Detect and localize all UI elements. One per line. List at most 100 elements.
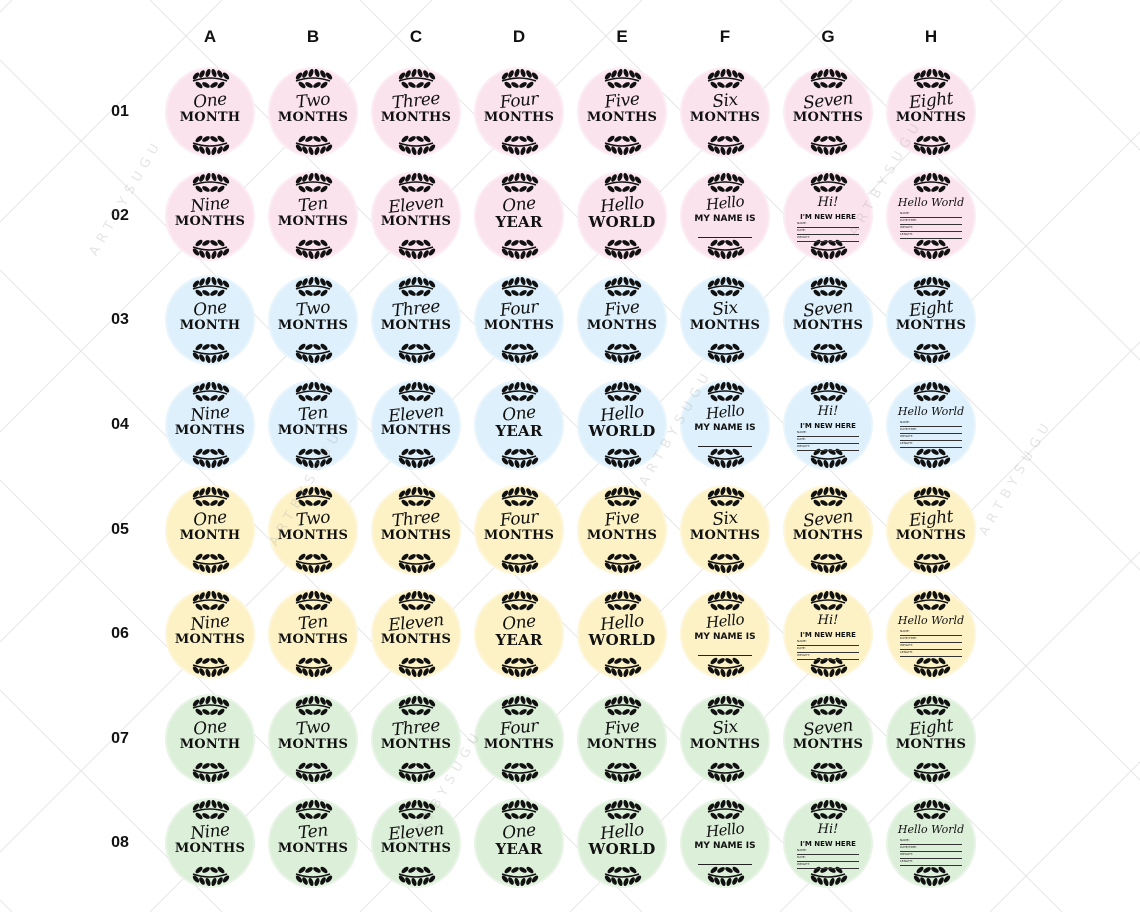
leaf-wreath-icon xyxy=(707,799,745,887)
row-header: 04 xyxy=(111,416,129,433)
leaf-wreath-icon xyxy=(604,590,642,678)
milestone-sticker[interactable]: Hello World NAME: DATE/TIME: WEIGHT: LENGTH: xyxy=(886,171,976,261)
leaf-wreath-icon xyxy=(192,172,230,260)
milestone-sticker[interactable]: Three MONTHS xyxy=(371,485,461,575)
form-line: NAME: xyxy=(797,430,859,437)
milestone-sticker[interactable]: Eleven MONTHS xyxy=(371,380,461,470)
milestone-sticker[interactable]: Five MONTHS xyxy=(577,694,667,784)
milestone-sticker[interactable]: One MONTH xyxy=(165,694,255,784)
bg-line xyxy=(989,0,1140,151)
milestone-sticker[interactable]: Hello World NAME: DATE/TIME: WEIGHT: LENGTH: xyxy=(886,589,976,679)
milestone-sticker[interactable]: Eight MONTHS xyxy=(886,694,976,784)
milestone-sticker[interactable]: Hello MY NAME IS xyxy=(680,380,770,470)
leaf-wreath-icon xyxy=(295,276,333,364)
milestone-sticker[interactable]: Nine MONTHS xyxy=(165,171,255,261)
sticker-bold-text: MY NAME IS xyxy=(694,423,756,433)
form-line: LENGTH: xyxy=(900,232,962,239)
milestone-sticker[interactable]: Eight MONTHS xyxy=(886,67,976,157)
sticker-bold-text: MONTHS xyxy=(689,318,761,333)
milestone-sticker[interactable]: Hi! I'M NEW HERE NAME: DATE: WEIGHT: xyxy=(783,380,873,470)
milestone-sticker[interactable]: Five MONTHS xyxy=(577,275,667,365)
milestone-sticker[interactable]: One YEAR xyxy=(474,171,564,261)
milestone-sticker[interactable]: Six MONTHS xyxy=(680,485,770,575)
sticker-bold-text: MONTHS xyxy=(483,318,555,333)
row-header: 03 xyxy=(111,311,129,328)
milestone-sticker[interactable]: Six MONTHS xyxy=(680,694,770,784)
milestone-sticker[interactable]: Seven MONTHS xyxy=(783,694,873,784)
sticker-bold-text: MONTHS xyxy=(483,737,555,752)
leaf-wreath-icon xyxy=(810,381,848,469)
milestone-sticker[interactable]: Six MONTHS xyxy=(680,67,770,157)
bg-line xyxy=(0,0,13,13)
sticker-bold-text: MONTHS xyxy=(277,841,349,856)
milestone-sticker[interactable]: Nine MONTHS xyxy=(165,589,255,679)
milestone-sticker[interactable]: Four MONTHS xyxy=(474,485,564,575)
milestone-sticker[interactable]: Nine MONTHS xyxy=(165,798,255,888)
sticker-bold-text: WORLD xyxy=(588,213,656,231)
leaf-wreath-icon xyxy=(192,695,230,783)
milestone-sticker[interactable]: Three MONTHS xyxy=(371,275,461,365)
milestone-sticker[interactable]: Hello WORLD xyxy=(577,589,667,679)
milestone-sticker[interactable]: Ten MONTHS xyxy=(268,380,358,470)
milestone-sticker[interactable]: One YEAR xyxy=(474,380,564,470)
milestone-sticker[interactable]: Five MONTHS xyxy=(577,485,667,575)
form-line: NAME: xyxy=(900,629,962,636)
milestone-sticker[interactable]: One MONTH xyxy=(165,275,255,365)
form-line: WEIGHT: xyxy=(900,643,962,650)
sticker-bold-text: MONTHS xyxy=(792,110,864,125)
milestone-sticker[interactable]: Hi! I'M NEW HERE NAME: DATE: WEIGHT: xyxy=(783,798,873,888)
milestone-sticker[interactable]: Hello World NAME: DATE/TIME: WEIGHT: LENGTH: xyxy=(886,798,976,888)
milestone-sticker[interactable]: Ten MONTHS xyxy=(268,589,358,679)
milestone-sticker[interactable]: One YEAR xyxy=(474,798,564,888)
milestone-sticker[interactable]: Eleven MONTHS xyxy=(371,798,461,888)
milestone-sticker[interactable]: Nine MONTHS xyxy=(165,380,255,470)
milestone-sticker[interactable]: Hello MY NAME IS xyxy=(680,589,770,679)
leaf-wreath-icon xyxy=(810,172,848,260)
bg-line xyxy=(0,0,223,223)
milestone-sticker[interactable]: Hi! I'M NEW HERE NAME: DATE: WEIGHT: xyxy=(783,171,873,261)
leaf-wreath-icon xyxy=(604,68,642,156)
milestone-sticker[interactable]: Two MONTHS xyxy=(268,694,358,784)
name-write-line xyxy=(698,655,752,656)
milestone-sticker[interactable]: Eleven MONTHS xyxy=(371,171,461,261)
milestone-sticker[interactable]: Hello WORLD xyxy=(577,171,667,261)
milestone-sticker[interactable]: Ten MONTHS xyxy=(268,171,358,261)
milestone-sticker[interactable]: Hello WORLD xyxy=(577,380,667,470)
milestone-sticker[interactable]: Seven MONTHS xyxy=(783,485,873,575)
sticker-bold-text: MY NAME IS xyxy=(694,841,756,851)
sticker-script-text: Hello World xyxy=(897,823,965,836)
milestone-sticker[interactable]: Two MONTHS xyxy=(268,275,358,365)
milestone-sticker[interactable]: Ten MONTHS xyxy=(268,798,358,888)
sticker-bold-text: MONTHS xyxy=(792,528,864,543)
milestone-sticker[interactable]: Hello WORLD xyxy=(577,798,667,888)
form-line: WEIGHT: xyxy=(797,235,859,242)
milestone-sticker[interactable]: Two MONTHS xyxy=(268,485,358,575)
leaf-wreath-icon xyxy=(810,276,848,364)
milestone-sticker[interactable]: Eight MONTHS xyxy=(886,485,976,575)
milestone-sticker[interactable]: Seven MONTHS xyxy=(783,275,873,365)
milestone-sticker[interactable]: Eleven MONTHS xyxy=(371,589,461,679)
leaf-wreath-icon xyxy=(398,172,436,260)
milestone-sticker[interactable]: Four MONTHS xyxy=(474,694,564,784)
form-line: NAME: xyxy=(797,848,859,855)
milestone-sticker[interactable]: Hi! I'M NEW HERE NAME: DATE: WEIGHT: xyxy=(783,589,873,679)
milestone-sticker[interactable]: Seven MONTHS xyxy=(783,67,873,157)
milestone-sticker[interactable]: Hello MY NAME IS xyxy=(680,798,770,888)
milestone-sticker[interactable]: Three MONTHS xyxy=(371,67,461,157)
milestone-sticker[interactable]: One YEAR xyxy=(474,589,564,679)
milestone-sticker[interactable]: Hello World NAME: DATE/TIME: WEIGHT: LENGTH: xyxy=(886,380,976,470)
milestone-sticker[interactable]: Four MONTHS xyxy=(474,275,564,365)
milestone-sticker[interactable]: Five MONTHS xyxy=(577,67,667,157)
milestone-sticker[interactable]: One MONTH xyxy=(165,485,255,575)
milestone-sticker[interactable]: One MONTH xyxy=(165,67,255,157)
sticker-bold-text: MONTHS xyxy=(586,318,658,333)
milestone-sticker[interactable]: Three MONTHS xyxy=(371,694,461,784)
name-write-line xyxy=(698,446,752,447)
milestone-sticker[interactable]: Hello MY NAME IS xyxy=(680,171,770,261)
column-header: H xyxy=(924,27,938,46)
milestone-sticker[interactable]: Four MONTHS xyxy=(474,67,564,157)
milestone-sticker[interactable]: Two MONTHS xyxy=(268,67,358,157)
milestone-sticker[interactable]: Eight MONTHS xyxy=(886,275,976,365)
milestone-sticker[interactable]: Six MONTHS xyxy=(680,275,770,365)
sticker-bold-text: MONTHS xyxy=(174,214,246,229)
